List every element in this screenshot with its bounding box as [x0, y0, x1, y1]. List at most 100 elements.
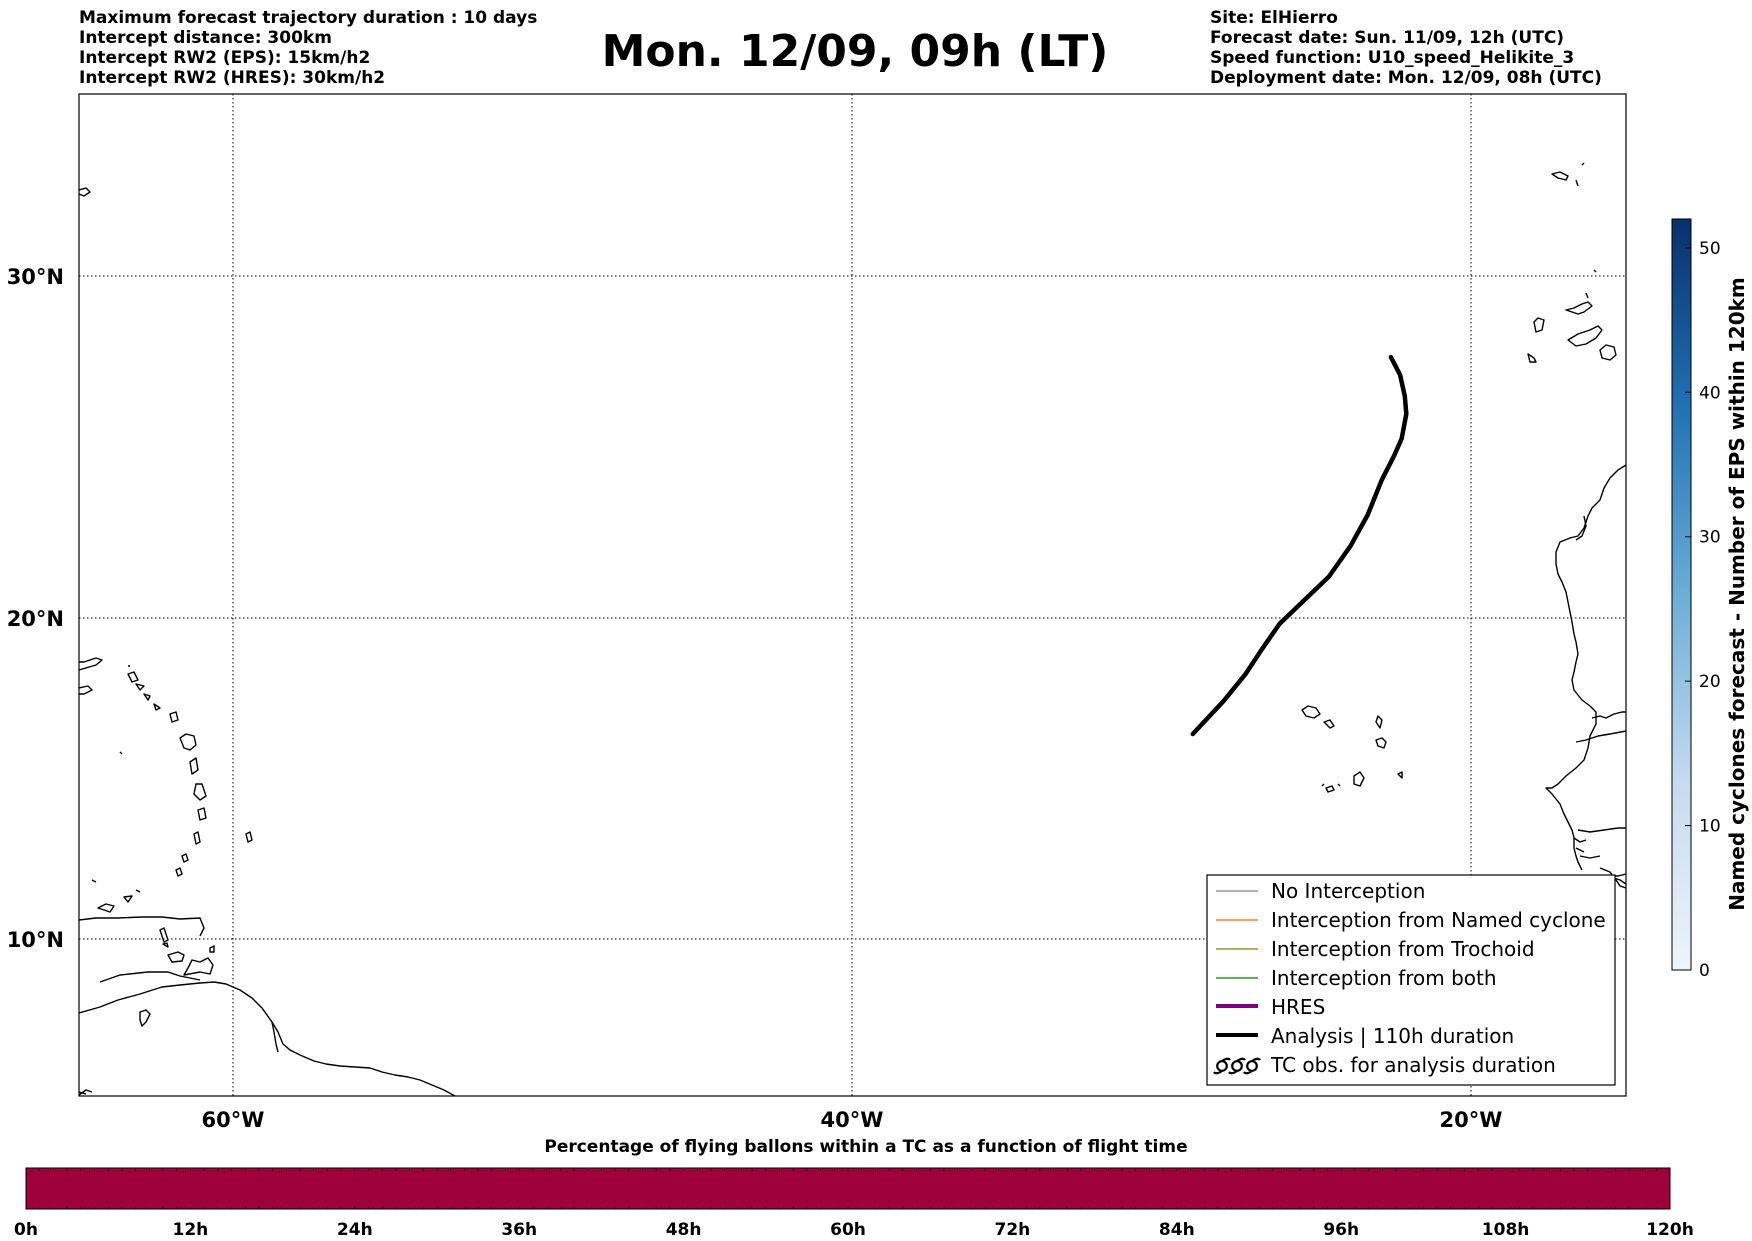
- legend-label-analysis: Analysis | 110h duration: [1271, 1024, 1514, 1048]
- lon-label-60w: 60°W: [202, 1108, 265, 1132]
- intercept-distance-text: Intercept distance: 300km: [79, 28, 332, 48]
- mauritania-river: [1591, 711, 1626, 719]
- aruba-curacao: [97, 895, 133, 913]
- cape-verde-fogo: [1321, 783, 1341, 793]
- guinea-bissau-islands: [1573, 837, 1601, 859]
- cape-verde-sal: [1375, 715, 1383, 729]
- colorbar-ticks: 0 10 20 30 40 50: [1685, 239, 1721, 981]
- guinea-coast: [1599, 867, 1626, 889]
- colorbar-tick-label: 20: [1699, 672, 1721, 692]
- colorbar-label: Named cyclones forecast - Number of EPS …: [1725, 277, 1749, 911]
- flight-time-tick-label: 24h: [337, 1220, 373, 1240]
- antilles-guadeloupe: [179, 733, 197, 751]
- map-title: Mon. 12/09, 09h (LT): [601, 26, 1109, 77]
- colorbar-tick-label: 30: [1699, 528, 1721, 548]
- legend-label-tc-obs: TC obs. for analysis duration: [1270, 1053, 1556, 1077]
- hispaniola-edge: [79, 187, 91, 197]
- madeira: [1551, 162, 1585, 187]
- legend-label-no-interception: No Interception: [1271, 879, 1425, 903]
- lon-label-20w: 20°W: [1440, 1108, 1503, 1132]
- analysis-trajectory: [1190, 354, 1409, 737]
- flight-time-tick-label: 96h: [1323, 1220, 1359, 1240]
- lat-label-10n: 10°N: [7, 928, 64, 952]
- site-info: Site: ElHierro Forecast date: Sun. 11/09…: [1210, 8, 1602, 88]
- lat-label-30n: 30°N: [7, 265, 64, 289]
- tc-symbol-icon: [1213, 1057, 1261, 1075]
- cape-verde-santo-antao: [1301, 705, 1321, 719]
- africa-coast: [1545, 464, 1626, 871]
- cape-verde-santiago: [1353, 771, 1365, 787]
- tenerife: [1533, 317, 1545, 333]
- trinidad: [183, 957, 214, 976]
- lat-label-20n: 20°N: [7, 607, 64, 631]
- antilles-tiny: [91, 751, 141, 893]
- margarita-island: [167, 951, 185, 963]
- flight-time-tick-label: 120h: [1646, 1220, 1694, 1240]
- colorbar-gradient: [1671, 218, 1692, 971]
- flight-time-ticks: 0h 12h 24h 36h 48h 60h 72h 84h 96h 108h 120h: [14, 1220, 1694, 1240]
- flight-time-tick-label: 72h: [995, 1220, 1031, 1240]
- colorbar-tick-label: 0: [1699, 961, 1710, 981]
- flight-time-tick-label: 12h: [173, 1220, 209, 1240]
- guyana-islands: [139, 1009, 151, 1027]
- forecast-parameters: Maximum forecast trajectory duration : 1…: [79, 8, 537, 88]
- colorbar-tick-label: 10: [1699, 817, 1721, 837]
- flight-time-tick-label: 108h: [1482, 1220, 1530, 1240]
- flight-time-fill: [25, 1167, 1671, 1210]
- legend-box: [1206, 874, 1616, 1086]
- flight-time-bar: 0h 12h 24h 36h 48h 60h 72h 84h 96h 108h 120h: [14, 1167, 1694, 1240]
- speed-function-text: Speed function: U10_speed_Helikite_3: [1210, 48, 1575, 68]
- legend-label-both: Interception from both: [1271, 966, 1497, 990]
- antilles-dominica: [189, 757, 199, 775]
- antilles-stvincent: [193, 831, 201, 845]
- virgin-islands: [127, 665, 145, 691]
- intercept-hres-text: Intercept RW2 (HRES): 30km/h2: [79, 68, 386, 88]
- colorbar: 0 10 20 30 40 50 Named cyclones forecast - Nu…: [1671, 218, 1749, 981]
- site-text: Site: ElHierro: [1210, 8, 1338, 28]
- liberia-islands: [1613, 877, 1626, 885]
- western-sahara-coast: [1575, 515, 1587, 541]
- antilles-stlucia: [197, 807, 207, 821]
- colorbar-tick-label: 50: [1699, 239, 1721, 259]
- lanzarote: [1565, 292, 1593, 315]
- lon-label-40w: 40°W: [821, 1108, 884, 1132]
- la-palma-el-hierro: [1527, 353, 1537, 363]
- south-america-coast: [79, 981, 456, 1096]
- salvage-islands: [1593, 269, 1597, 273]
- puerto-rico-edge: [79, 657, 103, 671]
- forecast-date-text: Forecast date: Sun. 11/09, 12h (UTC): [1210, 28, 1565, 48]
- flight-time-tick-label: 84h: [1159, 1220, 1195, 1240]
- senegal-coast: [1577, 827, 1626, 833]
- gambia-estuary: [1575, 730, 1626, 743]
- antilles-north: [143, 693, 179, 723]
- flight-time-tick-label: 60h: [830, 1220, 866, 1240]
- deployment-date-text: Deployment date: Mon. 12/09, 08h (UTC): [1210, 68, 1602, 88]
- legend-label-trochoid: Interception from Trochoid: [1271, 937, 1535, 961]
- flight-time-tick-label: 36h: [501, 1220, 537, 1240]
- grenada-islands: [159, 927, 169, 948]
- antilles-small: [175, 853, 189, 877]
- legend: No Interception Interception from Named …: [1206, 874, 1616, 1086]
- venezuela-coast: [79, 916, 205, 937]
- antilles-martinique: [193, 783, 207, 801]
- cape-verde-sao-vicente: [1323, 719, 1335, 729]
- gran-canaria: [1599, 344, 1617, 361]
- colorbar-tick-label: 40: [1699, 383, 1721, 403]
- intercept-eps-text: Intercept RW2 (EPS): 15km/h2: [79, 48, 371, 68]
- cape-verde-boa-vista: [1375, 737, 1387, 749]
- puerto-rico-small: [79, 685, 93, 695]
- flight-time-title: Percentage of flying ballons within a TC…: [544, 1137, 1188, 1157]
- flight-time-tick-label: 48h: [666, 1220, 702, 1240]
- orinoco-delta: [271, 1021, 279, 1053]
- max-duration-text: Maximum forecast trajectory duration : 1…: [79, 8, 538, 28]
- flight-time-tick-label: 0h: [14, 1220, 38, 1240]
- fuerteventura: [1567, 325, 1603, 347]
- legend-label-hres: HRES: [1271, 995, 1325, 1019]
- legend-label-named-cyclone: Interception from Named cyclone: [1271, 908, 1606, 932]
- map-frame: [78, 93, 1627, 1097]
- colombia-coast: [79, 1089, 93, 1096]
- flight-time-minor-ticks: [39, 1168, 1657, 1209]
- barbados: [245, 831, 253, 843]
- cape-verde-maio: [1397, 771, 1403, 779]
